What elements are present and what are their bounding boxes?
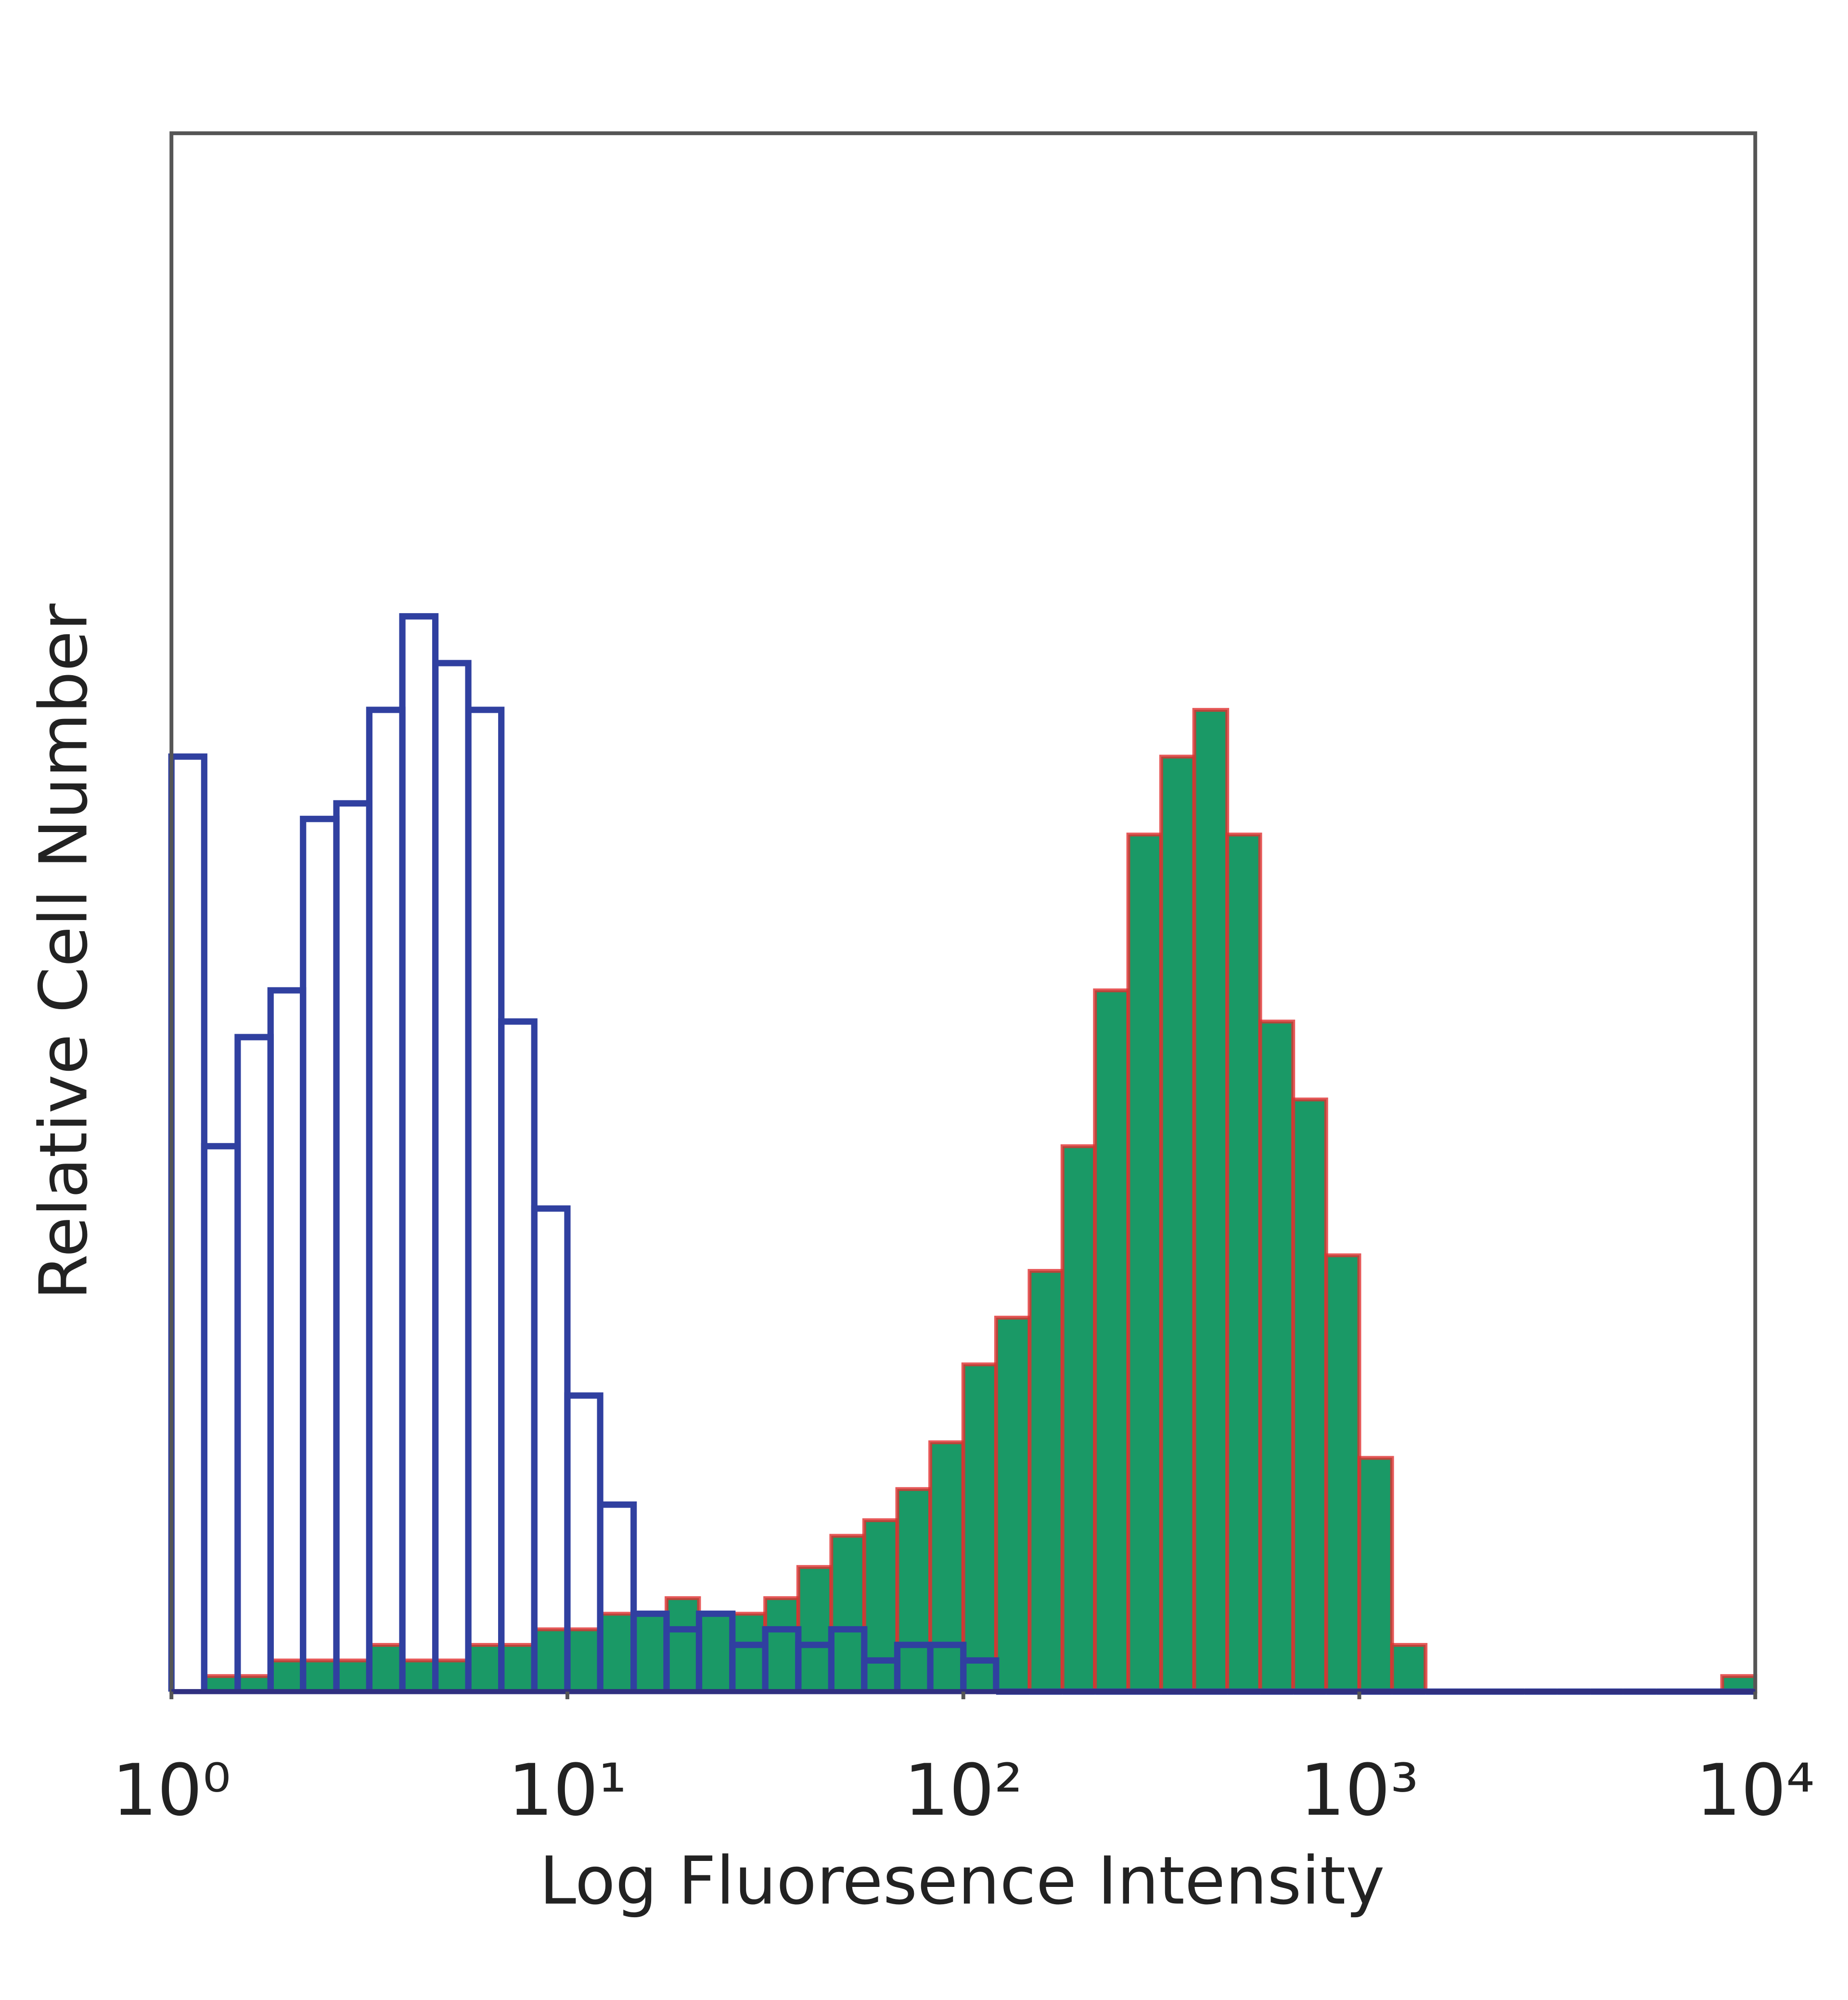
histogram-bar — [1357, 1456, 1394, 1694]
x-axis-label: Log Fluoresence Intensity — [539, 1843, 1385, 1920]
histogram-bar — [1159, 755, 1196, 1694]
histogram-bar — [1291, 1097, 1328, 1694]
histogram-bar — [532, 1627, 569, 1694]
histogram-bar — [400, 1658, 437, 1694]
histogram-bar — [367, 1643, 405, 1694]
histogram-bar — [1390, 1643, 1428, 1694]
y-axis-label: Relative Cell Number — [26, 603, 103, 1300]
histogram-bar — [334, 1658, 372, 1694]
histogram-bar — [1225, 833, 1262, 1694]
histogram-bar — [1060, 1144, 1097, 1694]
histogram-bar — [697, 1612, 734, 1694]
histogram-bar — [1192, 708, 1230, 1694]
histogram-bar — [466, 1643, 503, 1694]
x-tick-label: 10² — [904, 1749, 1023, 1832]
histogram-bar — [565, 1627, 603, 1694]
x-tick-label: 10⁴ — [1696, 1749, 1815, 1832]
histogram-bar — [631, 1612, 668, 1694]
histogram-bar — [829, 1534, 866, 1694]
histogram-bar — [598, 1612, 636, 1694]
histogram-bar — [763, 1596, 800, 1694]
histogram-bar — [1126, 833, 1163, 1694]
histogram-bar — [994, 1316, 1032, 1694]
histogram-bar — [665, 1596, 701, 1694]
histogram-bar — [961, 1362, 998, 1694]
histogram-bar — [1324, 1253, 1361, 1694]
histogram-outline — [960, 1657, 1000, 1692]
histogram-bar — [928, 1440, 965, 1694]
x-tick-label: 10⁰ — [112, 1749, 231, 1832]
histogram-bar — [433, 1658, 471, 1694]
histogram-bar — [301, 1658, 338, 1694]
histogram-bar — [1258, 1019, 1296, 1694]
x-tick-label: 10¹ — [508, 1749, 627, 1832]
histogram-bar — [499, 1643, 537, 1694]
histogram-outline — [597, 1501, 637, 1692]
histogram-bar — [730, 1612, 768, 1694]
histogram-bar — [796, 1565, 834, 1694]
x-tick-label: 10³ — [1300, 1749, 1419, 1832]
histogram-bar — [895, 1487, 932, 1694]
histogram-bar — [1027, 1269, 1065, 1694]
histogram-bar — [862, 1518, 899, 1694]
histogram-bar — [1093, 988, 1130, 1694]
histogram-bar — [269, 1658, 305, 1694]
